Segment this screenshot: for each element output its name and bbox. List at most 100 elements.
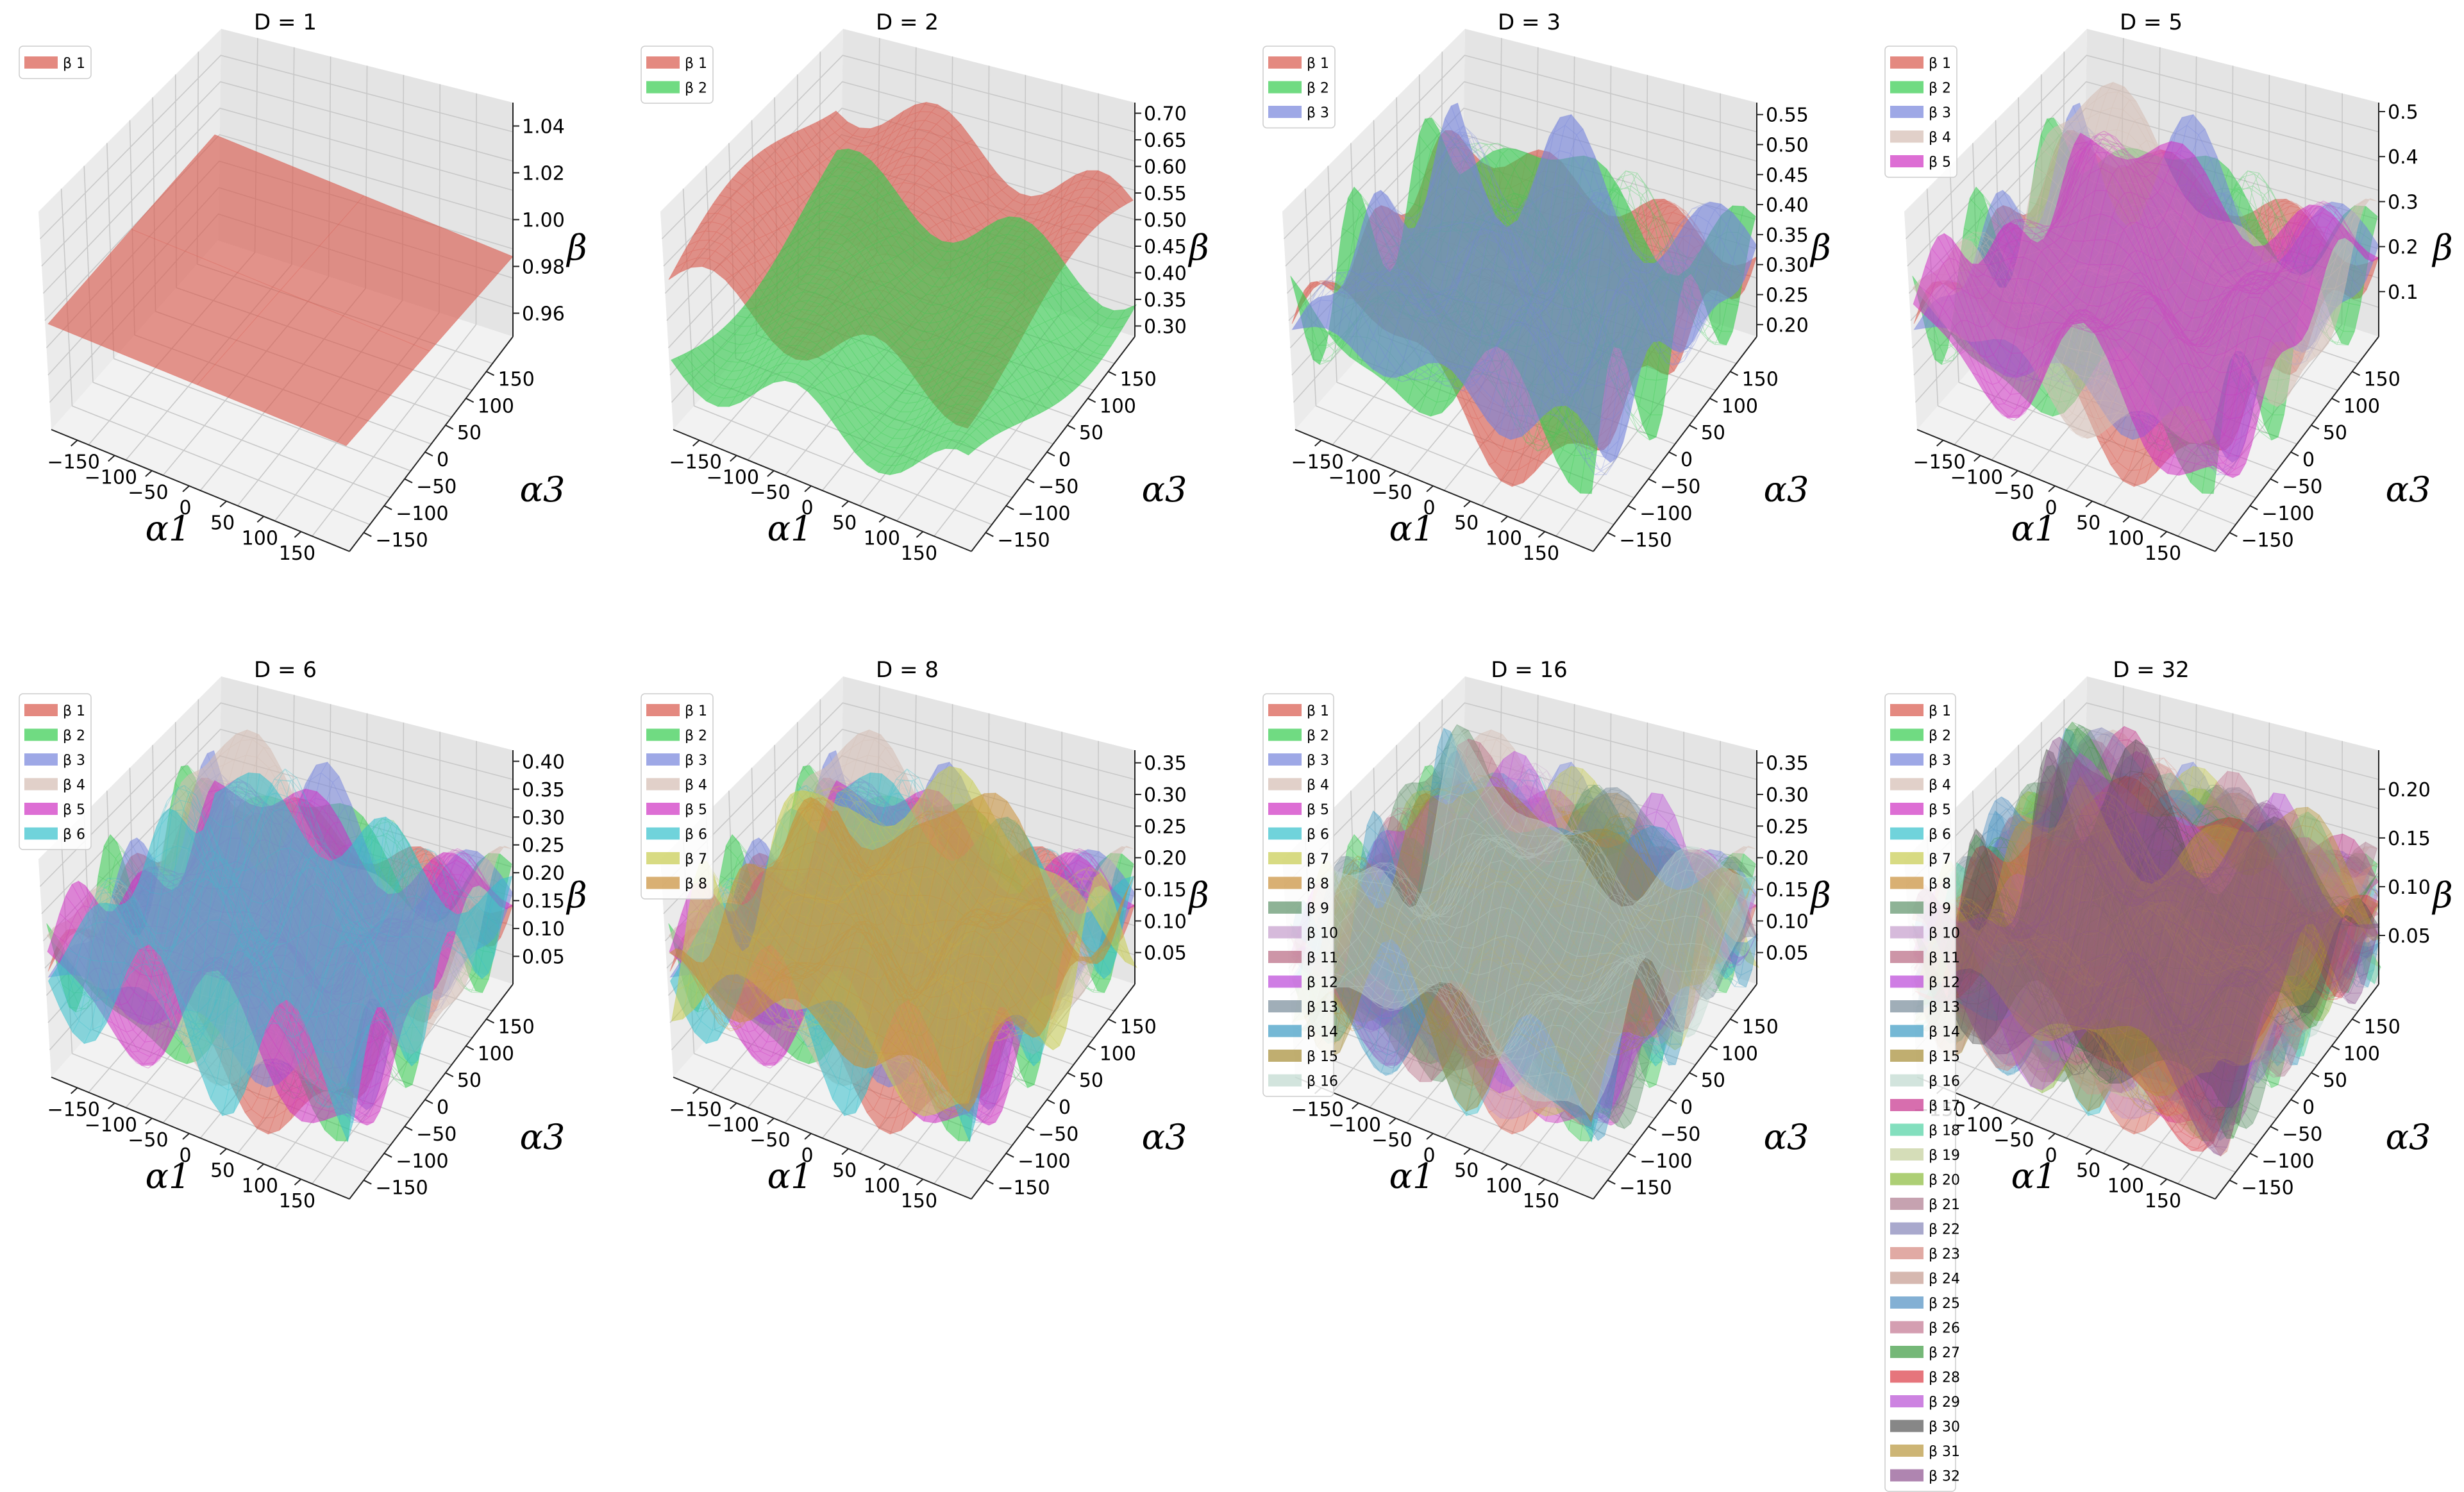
legend-label: β 13 [1307, 1000, 1338, 1016]
gridline [1441, 911, 1737, 1012]
gridline [1682, 732, 1685, 960]
surface-beta-15 [1291, 775, 1757, 1123]
gridline [1286, 755, 1757, 942]
legend-swatch [1268, 827, 1302, 840]
x-axis-line [1295, 1077, 1594, 1200]
y-tick-label: 50 [2323, 1069, 2347, 1092]
z-tick-label: 0.30 [1144, 315, 1187, 338]
gridline [2018, 744, 2022, 959]
x-tick-label: 150 [279, 1190, 315, 1212]
legend-label: β 19 [1929, 1148, 1960, 1164]
gridline [1396, 744, 1400, 959]
gridline [1910, 782, 2379, 969]
legend-label: β 6 [63, 827, 85, 843]
y-tick-mark [1689, 1072, 1698, 1078]
y-tick-mark [1648, 478, 1657, 483]
surface-beta-10 [1913, 762, 2379, 1121]
legend-swatch [1268, 975, 1302, 988]
z-axis-label: β [1809, 228, 1831, 268]
y-tick-mark [363, 532, 372, 537]
legend-swatch [1890, 1271, 1923, 1284]
legend-swatch [1268, 56, 1302, 69]
y-tick-label: 100 [2343, 395, 2380, 417]
x-tick-label: −50 [1993, 482, 2034, 504]
x-tick-label: 100 [1486, 1175, 1522, 1197]
x-axis-label: α1 [146, 508, 191, 549]
gridline [1285, 81, 1757, 267]
x-tick-label: −100 [707, 466, 759, 489]
y-tick-label: −150 [2241, 530, 2293, 552]
x-tick-mark [108, 1102, 115, 1110]
x-tick-label: −150 [1291, 1099, 1343, 1121]
legend: β 1 β 2 β 3 β 4 β 5 β 6 β 7 β 8 β 9 β 10 β 11 β 12 β… [1884, 693, 1960, 1492]
z-tick-label: 0.15 [1766, 879, 1809, 901]
legend-label: β 9 [1929, 901, 1951, 917]
chart-panel-d32: D = 32−150−100−50050100150−150−100−50050… [1884, 657, 2453, 1492]
gridline [1645, 722, 1648, 948]
gridline [661, 702, 1136, 887]
legend-label: β 1 [685, 56, 707, 72]
x-tick-mark [2048, 1133, 2056, 1140]
legend-label: β 7 [1307, 851, 1329, 868]
x-axis-label: α1 [1389, 508, 1435, 549]
z-tick-label: 0.25 [1144, 816, 1187, 838]
y-tick-mark [1709, 398, 1718, 403]
z-tick-label: 0.96 [522, 303, 565, 326]
y-tick-mark [2311, 424, 2320, 430]
legend-swatch [1268, 852, 1302, 864]
legend-swatch [24, 56, 58, 69]
y-tick-label: 150 [2364, 368, 2401, 390]
y-tick-mark [1648, 1126, 1657, 1131]
legend-label: β 25 [1929, 1296, 1960, 1312]
legend-swatch [1890, 1148, 1923, 1161]
x-tick-mark [1936, 439, 1944, 447]
y-tick-mark [2331, 1045, 2340, 1051]
panel-title: D = 32 [2113, 657, 2190, 683]
panel-title: D = 8 [876, 657, 939, 683]
legend-label: β 5 [1307, 802, 1329, 818]
z-tick-label: 0.40 [1766, 194, 1809, 217]
x-tick-mark [219, 1148, 227, 1155]
y-tick-mark [1108, 1018, 1117, 1024]
y-tick-label: −50 [1038, 1123, 1078, 1146]
gridline [2000, 982, 2297, 1093]
legend-label: β 18 [1929, 1123, 1960, 1139]
x-tick-label: −50 [128, 482, 168, 504]
legend-swatch [1890, 926, 1923, 939]
legend-label: β 5 [685, 802, 707, 818]
gridline [1908, 755, 2379, 942]
x-tick-label: 50 [210, 512, 235, 535]
surfaces [1911, 721, 2382, 1157]
z-tick-label: 0.35 [1766, 224, 1809, 247]
x-tick-mark [2048, 485, 2056, 492]
surfaces [1290, 724, 1760, 1143]
legend-swatch [1268, 1050, 1302, 1062]
legend-swatch [1890, 778, 1923, 791]
y-tick-label: 0 [1059, 449, 1071, 471]
z-tick-label: 0.55 [1144, 183, 1187, 205]
legend-swatch [1890, 1346, 1923, 1358]
z-tick-label: 0.35 [1766, 753, 1809, 775]
z-tick-label: 0.50 [1766, 135, 1809, 157]
y-tick-label: −150 [1619, 1177, 1672, 1200]
legend-label: β 1 [1307, 56, 1329, 72]
gridline [2140, 960, 2306, 1169]
y-axis-label: α3 [520, 1117, 566, 1157]
legend-label: β 21 [1929, 1197, 1960, 1213]
y-axis-line [2215, 336, 2379, 552]
chart-panel-d6: D = 6−150−100−50050100150−150−100−500501… [19, 657, 587, 1212]
gridline [1420, 934, 1716, 1039]
gridline [2063, 911, 2359, 1012]
y-tick-label: 50 [457, 1069, 482, 1092]
legend-label: β 14 [1307, 1025, 1338, 1041]
y-tick-mark [2352, 371, 2361, 376]
y-tick-label: 150 [2364, 1016, 2401, 1038]
x-tick-mark [256, 515, 264, 523]
y-axis-line [971, 336, 1136, 552]
z-tick-label: 0.3 [2388, 191, 2418, 214]
surfaces [47, 134, 514, 446]
legend-swatch [24, 827, 58, 840]
y-tick-label: 100 [1100, 1043, 1136, 1065]
surfaces [46, 729, 514, 1143]
legend-label: β 1 [1929, 56, 1951, 72]
